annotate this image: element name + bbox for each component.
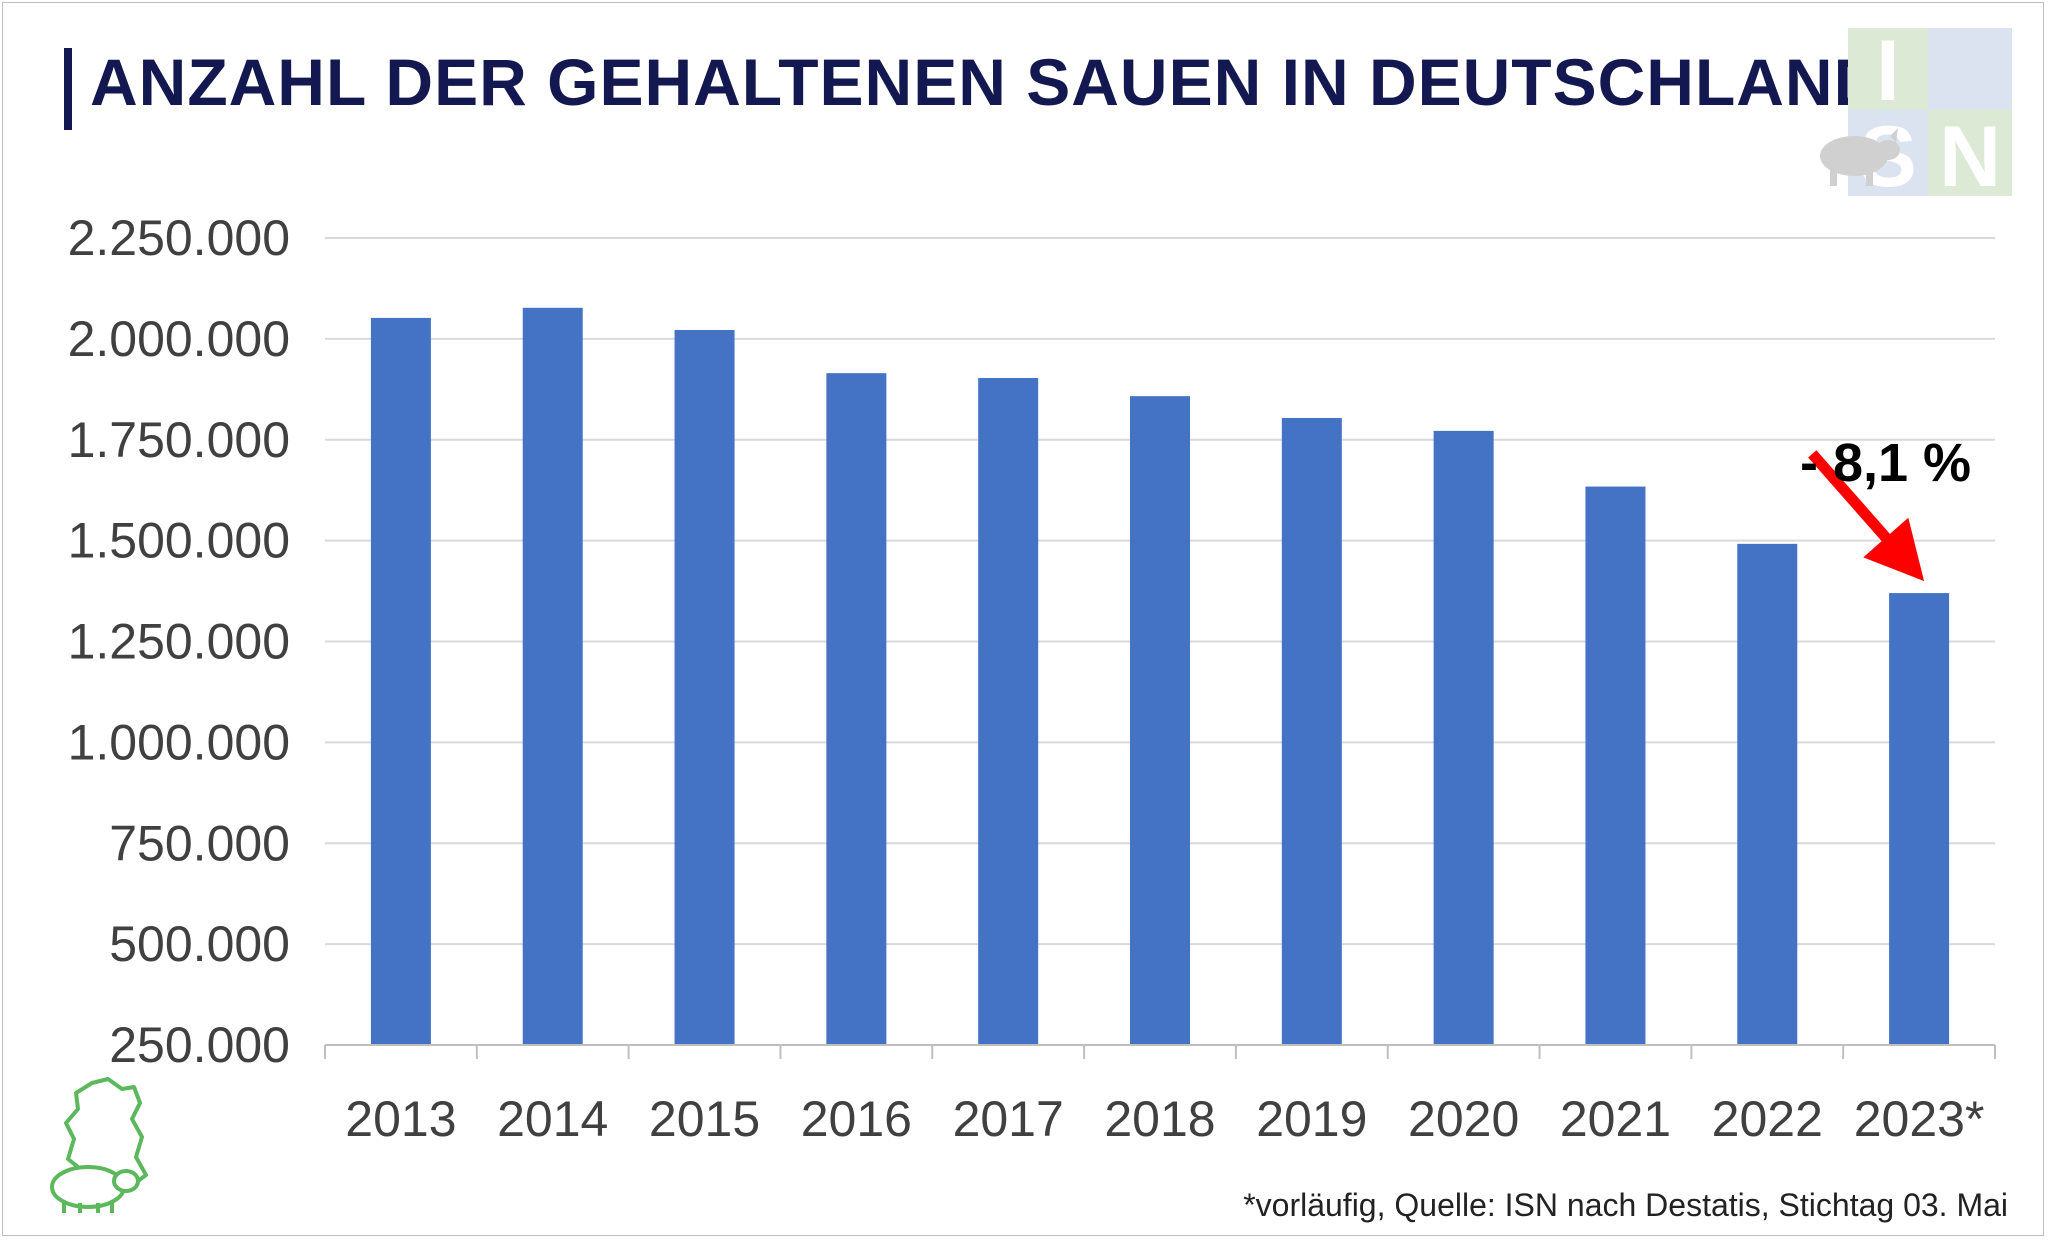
x-tick-label: 2018 <box>1104 1091 1215 1147</box>
y-tick-label: 1.250.000 <box>68 614 290 670</box>
y-tick-label: 750.000 <box>109 815 290 871</box>
logo-letter-i: I <box>1876 28 1900 119</box>
x-tick-label: 2013 <box>345 1091 456 1147</box>
y-tick-label: 250.000 <box>109 1017 290 1073</box>
bar <box>826 373 887 1045</box>
y-tick-label: 1.750.000 <box>68 412 290 468</box>
pig-silhouette-icon <box>1820 128 1900 186</box>
x-tick-label: 2014 <box>497 1091 608 1147</box>
logo-letter-n: N <box>1939 109 2001 198</box>
logo-block-top-right <box>1928 28 2012 110</box>
x-tick-label: 2022 <box>1712 1091 1823 1147</box>
bar <box>522 307 583 1045</box>
germany-map-pig-icon <box>50 1077 148 1213</box>
title-accent-bar <box>64 48 72 130</box>
bar <box>1281 417 1342 1045</box>
x-tick-label: 2019 <box>1256 1091 1367 1147</box>
y-tick-label: 1.500.000 <box>68 513 290 569</box>
isn-logo: I S N <box>1820 28 2012 198</box>
bar <box>1130 396 1190 1045</box>
y-tick-label: 2.250.000 <box>68 210 290 266</box>
chart-title: ANZAHL DER GEHALTENEN SAUEN IN DEUTSCHLA… <box>90 45 1883 119</box>
x-tick-label: 2021 <box>1560 1091 1671 1147</box>
x-tick-label: 2016 <box>801 1091 912 1147</box>
logo-block-n <box>1928 110 2012 196</box>
y-tick-label: 500.000 <box>109 916 290 972</box>
x-tick-label: 2023* <box>1854 1091 1985 1147</box>
x-tick-label: 2017 <box>953 1091 1064 1147</box>
bar <box>1889 593 1950 1045</box>
bar <box>674 329 735 1045</box>
y-tick-label: 1.000.000 <box>68 714 290 770</box>
bar <box>370 317 431 1045</box>
bar <box>1737 543 1798 1045</box>
y-tick-label: 2.000.000 <box>68 311 290 367</box>
decline-arrow <box>1808 450 1925 582</box>
change-annotation: - 8,1 % <box>1800 433 1972 493</box>
x-tick-label: 2020 <box>1408 1091 1519 1147</box>
bar <box>1585 486 1646 1045</box>
bar <box>978 378 1039 1045</box>
bar <box>1433 430 1494 1045</box>
logo-block-i <box>1848 28 1928 110</box>
x-tick-label: 2015 <box>649 1091 760 1147</box>
source-footnote: *vorläufig, Quelle: ISN nach Destatis, S… <box>1243 1187 2008 1223</box>
